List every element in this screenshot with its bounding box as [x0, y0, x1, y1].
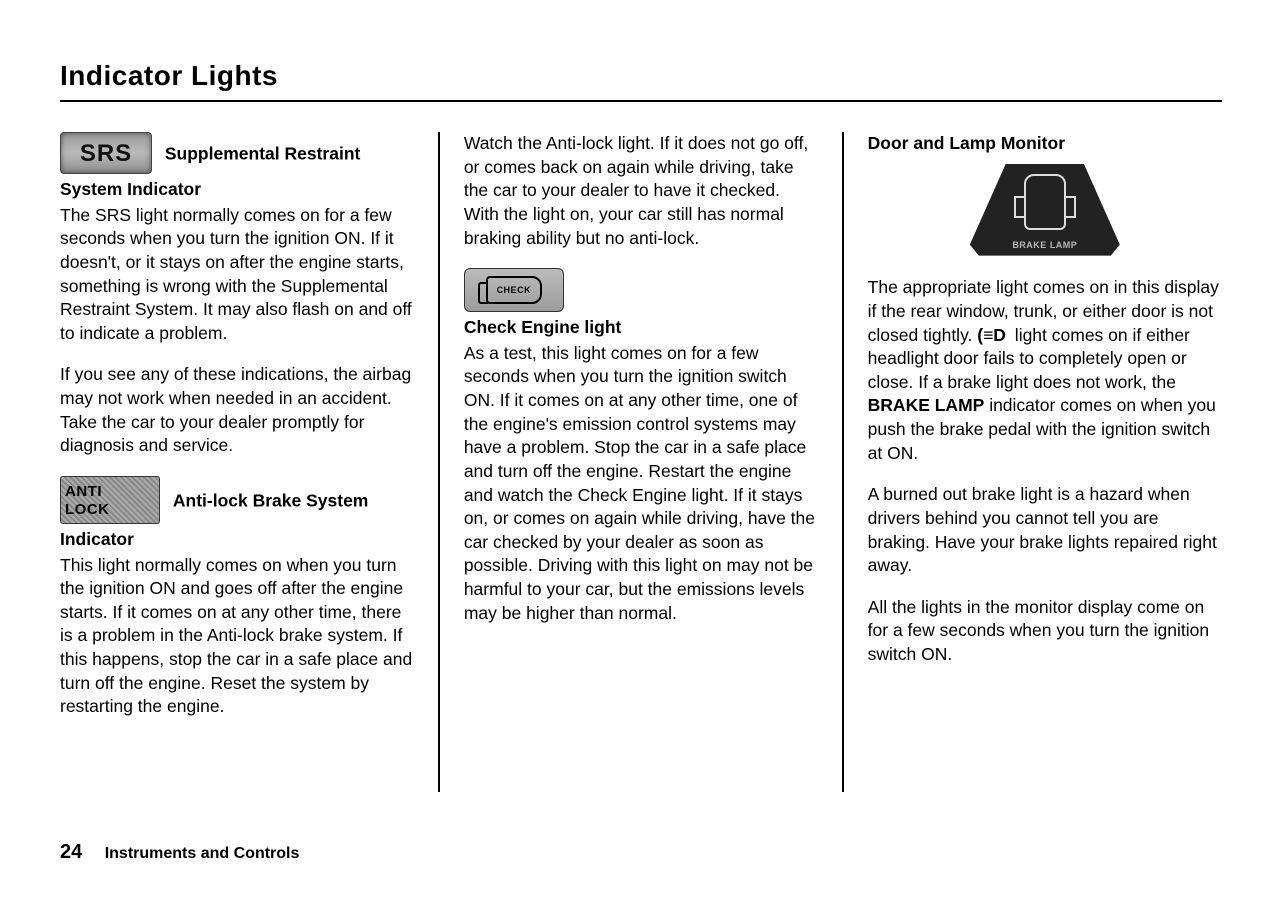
door-monitor-icon: BRAKE LAMP — [970, 164, 1120, 256]
headlight-icon: (≡D — [977, 325, 1006, 345]
check-engine-heading: Check Engine light — [464, 317, 622, 337]
check-engine-indicator-icon: CHECK — [464, 268, 564, 312]
check-engine-shape-icon: CHECK — [486, 276, 542, 304]
anti-lock-icon-line2: LOCK — [65, 501, 110, 518]
abs-paragraph-1: This light normally comes on when you tu… — [60, 554, 414, 719]
door-monitor-icon-wrap: BRAKE LAMP — [868, 164, 1222, 263]
page-number: 24 — [60, 841, 82, 863]
content-columns: SRS Supplemental Restraint System Indica… — [60, 132, 1222, 792]
page-footer: 24 Instruments and Controls — [60, 841, 299, 864]
door-monitor-paragraph-2: A burned out brake light is a hazard whe… — [868, 483, 1222, 578]
column-1: SRS Supplemental Restraint System Indica… — [60, 132, 438, 792]
column-2: Watch the Anti-lock light. If it does no… — [440, 132, 842, 792]
srs-paragraph-2: If you see any of these indications, the… — [60, 363, 414, 458]
car-outline-icon — [1024, 174, 1066, 230]
abs-continued-paragraph: Watch the Anti-lock light. If it does no… — [464, 132, 818, 250]
brake-lamp-bold: BRAKE LAMP — [868, 395, 985, 415]
column-3: Door and Lamp Monitor BRAKE LAMP The app… — [844, 132, 1222, 792]
door-monitor-heading: Door and Lamp Monitor — [868, 132, 1222, 156]
srs-indicator-icon: SRS — [60, 132, 152, 174]
door-monitor-paragraph-1: The appropriate light comes on in this d… — [868, 276, 1222, 465]
check-engine-section: CHECK Check Engine light As a test, this… — [464, 268, 818, 625]
anti-lock-indicator-icon: ANTI LOCK — [60, 476, 160, 524]
check-engine-paragraph-1: As a test, this light comes on for a few… — [464, 342, 818, 626]
footer-section-name: Instruments and Controls — [105, 845, 300, 862]
anti-lock-icon-line1: ANTI — [65, 483, 102, 500]
door-monitor-paragraph-3: All the lights in the monitor display co… — [868, 596, 1222, 667]
srs-section: SRS Supplemental Restraint System Indica… — [60, 132, 414, 458]
brake-lamp-icon-label: BRAKE LAMP — [970, 239, 1120, 251]
srs-paragraph-1: The SRS light normally comes on for a fe… — [60, 204, 414, 346]
abs-section: ANTI LOCK Anti-lock Brake System Indicat… — [60, 476, 414, 719]
page-title: Indicator Lights — [60, 60, 1222, 102]
